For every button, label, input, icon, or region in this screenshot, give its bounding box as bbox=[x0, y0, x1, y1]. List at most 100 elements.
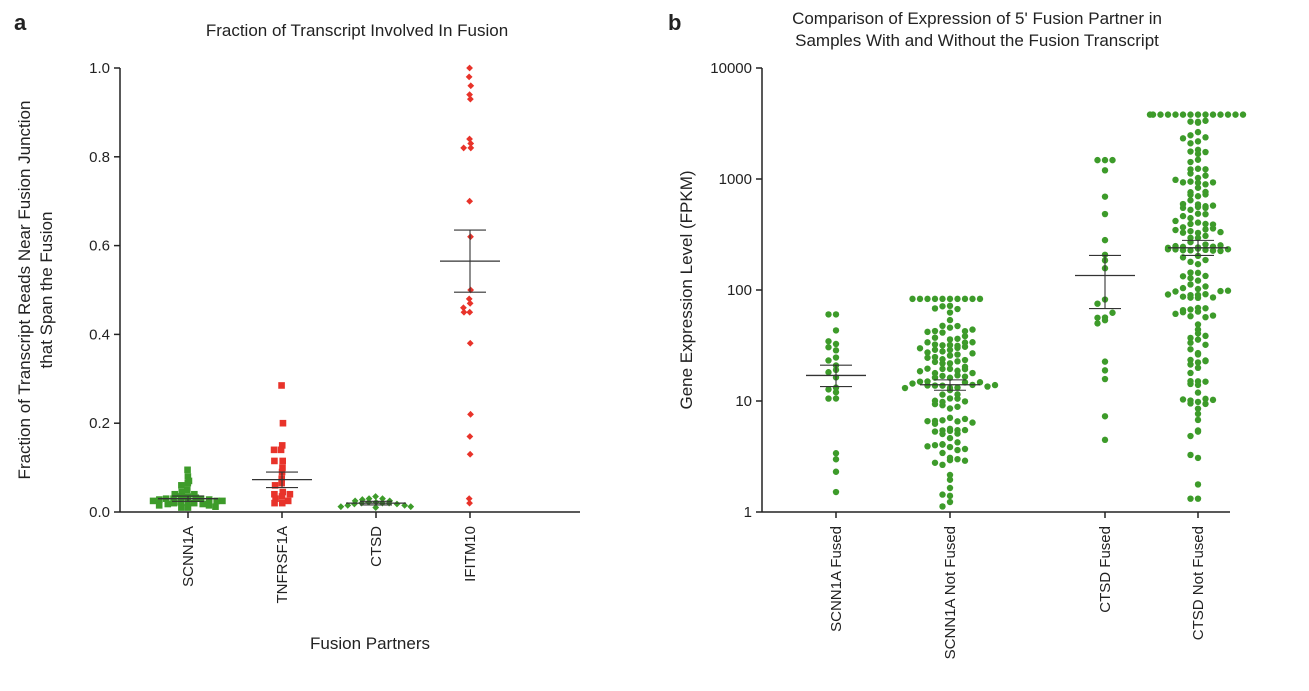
panel-b-data-point bbox=[976, 379, 984, 386]
panel-b-data-point bbox=[1202, 226, 1209, 233]
panel-a-data-point bbox=[270, 446, 278, 454]
panel-a-data-point bbox=[271, 499, 278, 507]
panel-a-data-point bbox=[177, 498, 185, 506]
panel-a-data-point bbox=[149, 497, 157, 505]
panel-b-data-point bbox=[939, 503, 946, 510]
panel-a-data-point bbox=[465, 73, 473, 81]
panel-a-chart: a Fraction of Transcript Involved In Fus… bbox=[14, 10, 580, 653]
panel-b-data-point bbox=[1194, 138, 1202, 145]
panel-b-data-point bbox=[1094, 314, 1101, 321]
panel-b-x-tick-label: CTSD Not Fused bbox=[1190, 526, 1207, 640]
panel-b-data-point bbox=[954, 384, 961, 391]
panel-b-data-point bbox=[1202, 148, 1209, 156]
panel-b-data-point bbox=[946, 316, 954, 324]
panel-b-data-point bbox=[1187, 312, 1194, 320]
panel-b-data-point bbox=[961, 327, 969, 335]
panel-b-data-point bbox=[1101, 193, 1109, 200]
panel-b-data-point bbox=[901, 384, 909, 392]
panel-b-data-point bbox=[961, 445, 969, 453]
panel-b-data-point bbox=[1194, 364, 1202, 372]
panel-b-data-point bbox=[1194, 165, 1202, 172]
panel-b-data-point bbox=[961, 363, 969, 370]
panel-b-data-point bbox=[1187, 334, 1194, 342]
panel-b-data-point bbox=[946, 434, 954, 442]
panel-b-data-point bbox=[931, 295, 939, 303]
panel-a-data-point bbox=[155, 502, 163, 509]
panel-b-data-point bbox=[924, 443, 931, 450]
panel-b-data-point bbox=[954, 455, 961, 463]
panel-b-data-point bbox=[946, 360, 954, 367]
panel-b-data-point bbox=[1187, 369, 1194, 377]
panel-b-data-point bbox=[1179, 396, 1187, 403]
panel-a-data-point bbox=[466, 95, 474, 103]
panel-b-data-point bbox=[939, 356, 946, 363]
panel-b-data-point bbox=[946, 302, 954, 310]
panel-a-data-point bbox=[184, 473, 192, 480]
panel-b-letter: b bbox=[668, 10, 681, 35]
panel-b-data-point bbox=[1224, 287, 1232, 294]
panel-b-data-point bbox=[939, 382, 946, 389]
panel-b-data-point bbox=[969, 339, 976, 346]
panel-b-data-point bbox=[924, 365, 931, 372]
panel-b-data-point bbox=[1202, 181, 1209, 188]
panel-b-data-point bbox=[931, 353, 939, 361]
panel-b-data-point bbox=[939, 342, 946, 349]
panel-b-data-point bbox=[939, 427, 946, 434]
panel-a-data-point bbox=[178, 482, 185, 489]
panel-a-data-point bbox=[467, 140, 475, 147]
panel-b-data-point bbox=[832, 389, 840, 396]
panel-b-data-point bbox=[1172, 176, 1179, 184]
panel-b-data-point bbox=[1194, 454, 1202, 462]
panel-b-data-point bbox=[946, 295, 954, 303]
panel-b-data-point bbox=[1164, 111, 1172, 118]
panel-b-data-point bbox=[1187, 306, 1194, 313]
panel-b-data-point bbox=[969, 326, 976, 333]
panel-b-data-point bbox=[1202, 400, 1209, 408]
panel-b-data-point bbox=[1194, 495, 1202, 502]
panel-b-data-point bbox=[1202, 283, 1209, 290]
panel-a-data-point bbox=[279, 457, 287, 465]
panel-b-data-point bbox=[916, 378, 924, 385]
panel-a-y-tick-label: 1.0 bbox=[89, 60, 110, 77]
panel-a-data-point bbox=[164, 500, 172, 508]
panel-b-data-point bbox=[1187, 377, 1194, 385]
panel-b-data-point bbox=[969, 369, 976, 377]
panel-a-data-point bbox=[278, 493, 286, 500]
panel-b-data-point bbox=[1172, 310, 1179, 318]
panel-b-data-point bbox=[1187, 227, 1194, 235]
panel-b-data-point bbox=[1179, 135, 1187, 142]
panel-b-data-point bbox=[1187, 206, 1194, 214]
panel-a-data-point bbox=[465, 295, 473, 303]
panel-b-data-point bbox=[1202, 166, 1209, 173]
panel-b-data-point bbox=[946, 443, 954, 451]
panel-b-data-point bbox=[961, 398, 969, 405]
panel-b-data-point bbox=[1194, 381, 1202, 389]
panel-a-data-point bbox=[278, 499, 286, 507]
panel-b-data-point bbox=[946, 454, 954, 461]
panel-b-data-point bbox=[1187, 397, 1194, 404]
panel-b-data-point bbox=[1179, 284, 1187, 292]
panel-a-data-point bbox=[337, 503, 345, 511]
panel-b-data-point bbox=[1187, 191, 1194, 198]
panel-b-data-point bbox=[916, 295, 924, 303]
panel-a-data-point bbox=[365, 498, 373, 506]
panel-a-data-point bbox=[184, 498, 191, 506]
panel-b-data-point bbox=[1202, 220, 1209, 228]
panel-a-data-point bbox=[279, 419, 287, 427]
panel-b-data-point bbox=[954, 358, 961, 365]
panel-a-data-point bbox=[393, 500, 401, 508]
panel-b-data-point bbox=[1217, 287, 1224, 295]
panel-a-data-point bbox=[178, 504, 185, 511]
panel-b-title-line1: Comparison of Expression of 5' Fusion Pa… bbox=[792, 9, 1162, 28]
panel-b-data-point bbox=[931, 459, 939, 466]
panel-b-data-point bbox=[1094, 300, 1101, 307]
panel-b-data-point bbox=[1202, 172, 1209, 179]
panel-a-letter: a bbox=[14, 10, 27, 35]
panel-b-data-point bbox=[916, 345, 924, 352]
panel-b-data-point bbox=[954, 372, 961, 379]
panel-b-data-point bbox=[1194, 260, 1202, 268]
panel-b-data-point bbox=[1172, 111, 1179, 118]
panel-b-data-point bbox=[1101, 436, 1109, 444]
panel-b-data-point bbox=[1194, 410, 1202, 418]
panel-b-data-point bbox=[1109, 309, 1116, 316]
